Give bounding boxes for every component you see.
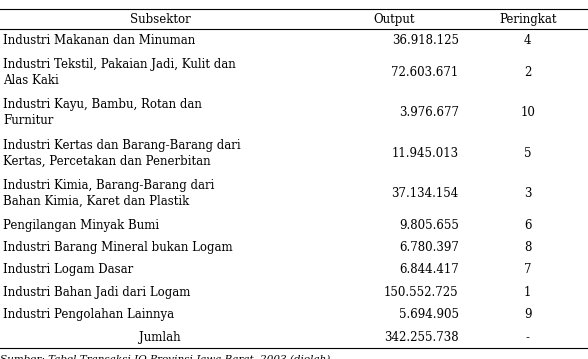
Text: -: - bbox=[526, 331, 530, 344]
Text: 5: 5 bbox=[524, 146, 532, 159]
Text: 9: 9 bbox=[524, 308, 532, 321]
Text: 11.945.013: 11.945.013 bbox=[392, 146, 459, 159]
Text: Industri Kertas dan Barang-Barang dari
Kertas, Percetakan dan Penerbitan: Industri Kertas dan Barang-Barang dari K… bbox=[3, 139, 240, 168]
Text: 4: 4 bbox=[524, 34, 532, 47]
Text: Pengilangan Minyak Bumi: Pengilangan Minyak Bumi bbox=[3, 219, 159, 232]
Text: Industri Bahan Jadi dari Logam: Industri Bahan Jadi dari Logam bbox=[3, 286, 191, 299]
Text: 9.805.655: 9.805.655 bbox=[399, 219, 459, 232]
Text: 6.780.397: 6.780.397 bbox=[399, 241, 459, 254]
Text: Jumlah: Jumlah bbox=[139, 331, 181, 344]
Text: Industri Pengolahan Lainnya: Industri Pengolahan Lainnya bbox=[3, 308, 174, 321]
Text: Industri Barang Mineral bukan Logam: Industri Barang Mineral bukan Logam bbox=[3, 241, 233, 254]
Text: Industri Logam Dasar: Industri Logam Dasar bbox=[3, 264, 133, 276]
Text: 7: 7 bbox=[524, 264, 532, 276]
Text: 342.255.738: 342.255.738 bbox=[384, 331, 459, 344]
Text: 6.844.417: 6.844.417 bbox=[399, 264, 459, 276]
Text: Output: Output bbox=[373, 13, 415, 26]
Text: Industri Kimia, Barang-Barang dari
Bahan Kimia, Karet dan Plastik: Industri Kimia, Barang-Barang dari Bahan… bbox=[3, 179, 214, 208]
Text: 37.134.154: 37.134.154 bbox=[392, 187, 459, 200]
Text: 6: 6 bbox=[524, 219, 532, 232]
Text: Peringkat: Peringkat bbox=[499, 13, 556, 26]
Text: Industri Tekstil, Pakaian Jadi, Kulit dan
Alas Kaki: Industri Tekstil, Pakaian Jadi, Kulit da… bbox=[3, 57, 236, 87]
Text: 150.552.725: 150.552.725 bbox=[384, 286, 459, 299]
Text: 36.918.125: 36.918.125 bbox=[392, 34, 459, 47]
Text: Industri Makanan dan Minuman: Industri Makanan dan Minuman bbox=[3, 34, 195, 47]
Text: Sumber: Tabel Transaksi IO Provinsi Jawa Barat, 2003 (diolah).: Sumber: Tabel Transaksi IO Provinsi Jawa… bbox=[0, 354, 333, 359]
Text: 2: 2 bbox=[524, 66, 532, 79]
Text: 1: 1 bbox=[524, 286, 532, 299]
Text: 72.603.671: 72.603.671 bbox=[392, 66, 459, 79]
Text: Industri Kayu, Bambu, Rotan dan
Furnitur: Industri Kayu, Bambu, Rotan dan Furnitur bbox=[3, 98, 202, 127]
Text: 8: 8 bbox=[524, 241, 532, 254]
Text: Subsektor: Subsektor bbox=[130, 13, 191, 26]
Text: 3: 3 bbox=[524, 187, 532, 200]
Text: 3.976.677: 3.976.677 bbox=[399, 106, 459, 119]
Text: 10: 10 bbox=[520, 106, 535, 119]
Text: 5.694.905: 5.694.905 bbox=[399, 308, 459, 321]
